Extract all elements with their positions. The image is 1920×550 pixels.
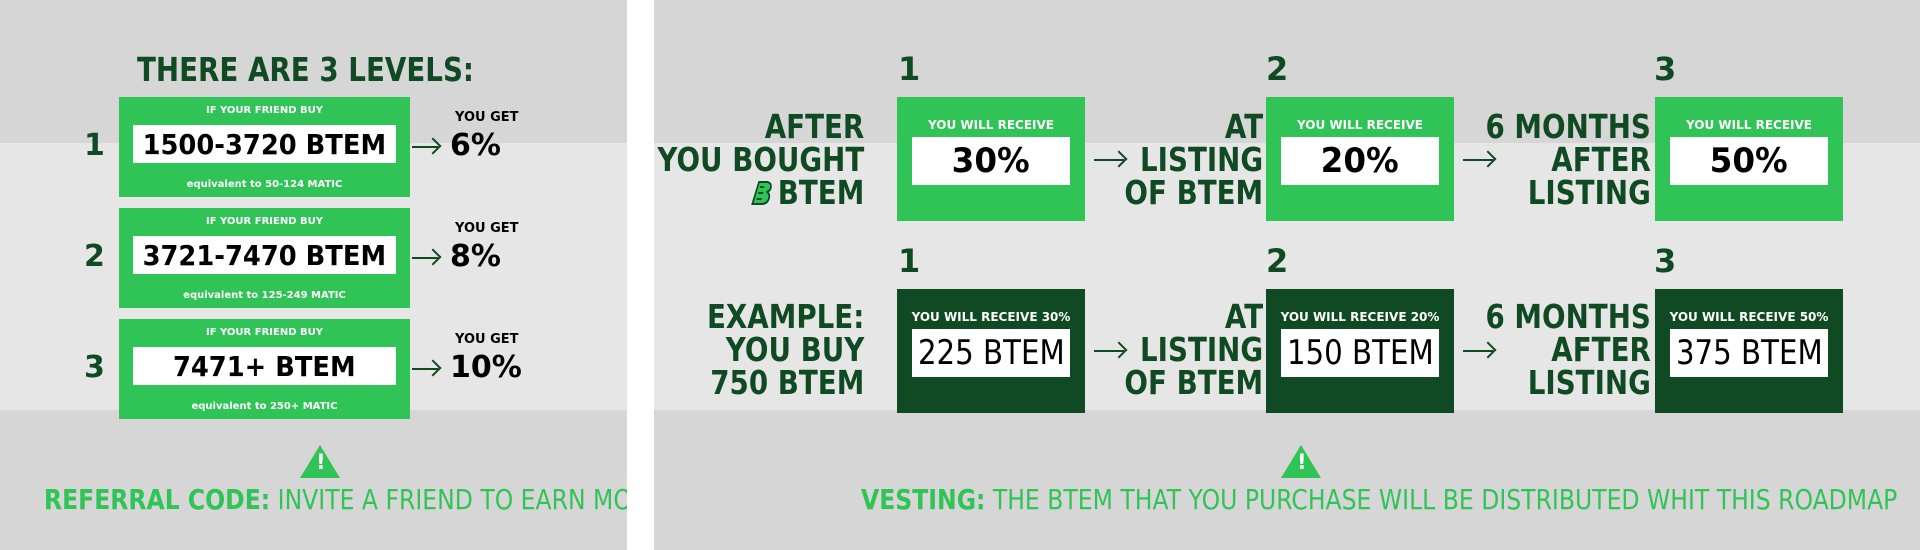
arrow-right-icon [1094,350,1124,352]
example-box-value: 375 BTEM [1675,333,1823,373]
vesting-box: YOU WILL RECEIVE 20% [1266,97,1454,221]
vesting-footer-text: THE BTEM THAT YOU PURCHASE WILL BE DISTR… [992,483,1898,516]
level-equivalent: equivalent to 125-249 MATIC [183,290,346,301]
you-get-label: YOU GET [455,221,519,236]
example-box: YOU WILL RECEIVE 50% 375 BTEM [1655,289,1843,413]
level-equivalent: equivalent to 250+ MATIC [191,401,338,412]
levels-title: THERE ARE 3 LEVELS: [137,50,475,89]
example-box-value: 150 BTEM [1286,333,1434,373]
level-caption: IF YOUR FRIEND BUY [206,105,323,116]
step-number: 1 [898,50,921,88]
level-amount-box: 7471+ BTEM [133,347,396,385]
level-amount-box: 1500-3720 BTEM [133,125,396,163]
arrow-right-icon [1463,350,1493,352]
arrow-right-icon [1463,159,1493,161]
level-amount: 1500-3720 BTEM [142,127,387,161]
referral-footer-bold: REFERRAL CODE: [44,483,271,516]
vesting-box-value: 30% [951,141,1031,181]
example-box-caption: YOU WILL RECEIVE 20% [1280,310,1440,324]
example-box-value: 225 BTEM [917,333,1065,373]
arrow-right-icon [412,368,438,370]
level-amount: 3721-7470 BTEM [142,238,387,272]
vesting-box: YOU WILL RECEIVE 30% [897,97,1085,221]
arrow-right-icon [412,257,438,259]
vesting-box: YOU WILL RECEIVE 50% [1655,97,1843,221]
six-months-label: 6 MONTHS AFTER LISTING [1485,107,1651,212]
example-box: YOU WILL RECEIVE 20% 150 BTEM [1266,289,1454,413]
level-percent: 8% [450,239,501,274]
level-caption: IF YOUR FRIEND BUY [206,327,323,338]
vesting-box-value: 50% [1709,141,1789,181]
level-amount-box: 3721-7470 BTEM [133,236,396,274]
after-bought-label: AFTER YOU BOUGHT BTEM [657,107,864,212]
level-number: 3 [84,350,105,385]
warning-triangle-icon: ! [1281,445,1321,478]
example-box-caption: YOU WILL RECEIVE 30% [911,310,1071,324]
arrow-right-icon [412,146,438,148]
referral-footer: REFERRAL CODE: INVITE A FRIEND TO EARN M… [44,483,627,516]
step-number: 3 [1654,242,1677,280]
level-number: 2 [84,239,105,274]
vesting-footer-bold: VESTING: [861,483,986,516]
arrow-right-icon [1094,159,1124,161]
level-percent: 6% [450,128,501,163]
you-get-label: YOU GET [455,332,519,347]
btem-logo-icon [751,181,772,205]
step-number: 1 [898,242,921,280]
example-label: EXAMPLE: YOU BUY 750 BTEM [706,297,864,402]
vesting-box-value: 20% [1320,141,1400,181]
vesting-footer: VESTING: THE BTEM THAT YOU PURCHASE WILL… [861,483,1897,516]
level-card: IF YOUR FRIEND BUY 7471+ BTEM equivalent… [119,319,410,419]
six-months-label: 6 MONTHS AFTER LISTING [1485,297,1651,402]
step-number: 2 [1266,50,1289,88]
step-number: 3 [1654,50,1677,88]
vesting-box-caption: YOU WILL RECEIVE [1297,118,1423,132]
level-card: IF YOUR FRIEND BUY 3721-7470 BTEM equiva… [119,208,410,308]
vesting-panel: 1 2 3 AFTER YOU BOUGHT BTEM YOU WILL REC… [654,0,1920,550]
referral-footer-text: INVITE A FRIEND TO EARN MORE BTEM [277,483,627,516]
level-amount: 7471+ BTEM [173,349,356,383]
example-box: YOU WILL RECEIVE 30% 225 BTEM [897,289,1085,413]
referral-panel: THERE ARE 3 LEVELS: 1 IF YOUR FRIEND BUY… [0,0,627,550]
vesting-box-caption: YOU WILL RECEIVE [928,118,1054,132]
level-percent: 10% [450,350,522,385]
vesting-box-caption: YOU WILL RECEIVE [1686,118,1812,132]
you-get-label: YOU GET [455,110,519,125]
level-caption: IF YOUR FRIEND BUY [206,216,323,227]
at-listing-label: AT LISTING OF BTEM [1124,297,1263,402]
level-equivalent: equivalent to 50-124 MATIC [186,179,343,190]
level-number: 1 [84,128,105,163]
level-card: IF YOUR FRIEND BUY 1500-3720 BTEM equiva… [119,97,410,197]
example-box-caption: YOU WILL RECEIVE 50% [1669,310,1829,324]
step-number: 2 [1266,242,1289,280]
warning-triangle-icon: ! [300,445,340,478]
at-listing-label: AT LISTING OF BTEM [1124,107,1263,212]
